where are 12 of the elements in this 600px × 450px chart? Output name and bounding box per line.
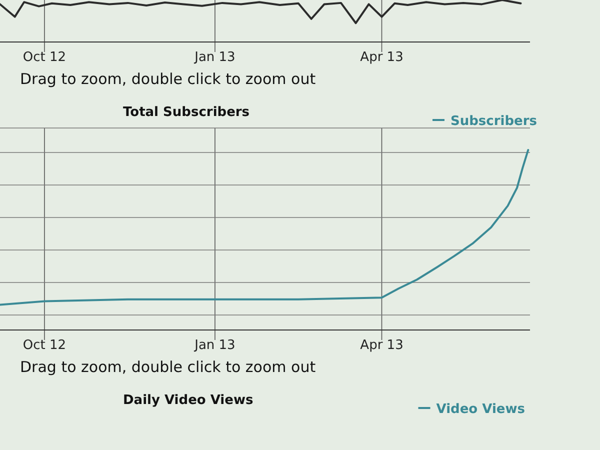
legend-label: Subscribers: [450, 114, 538, 129]
text: Drag to zoom, double click to zoom out: [20, 70, 316, 88]
x-tick-label: Oct 12: [22, 338, 66, 354]
x-tick-label: Jan 13: [194, 338, 236, 354]
text: Drag to zoom, double click to zoom out: [20, 358, 316, 376]
chart-title: Total Subscribers: [123, 105, 250, 120]
text: Daily Video Views: [123, 393, 254, 408]
text: Video Views: [436, 402, 526, 417]
x-tick-label: Apr 13: [360, 338, 404, 354]
x-tick-label: Oct 12: [22, 50, 66, 66]
x-tick-label: Jan 13: [194, 50, 236, 66]
x-tick-label: Apr 13: [360, 50, 404, 66]
